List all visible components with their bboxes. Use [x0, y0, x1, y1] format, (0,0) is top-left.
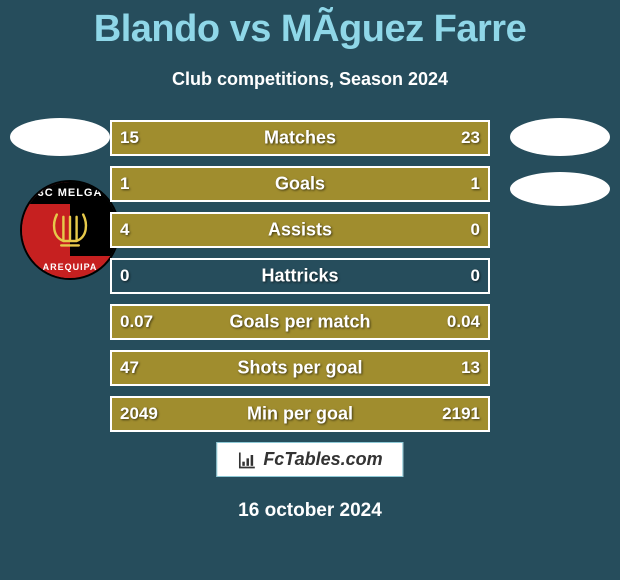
stat-value-left: 15 [120, 128, 139, 148]
stat-label: Goals per match [229, 312, 370, 333]
stat-value-left: 4 [120, 220, 129, 240]
stat-row: 0 0 Hattricks [110, 258, 490, 294]
chart-icon [237, 450, 257, 470]
lyre-icon [48, 208, 92, 252]
stat-row: 2049 2191 Min per goal [110, 396, 490, 432]
player-avatar-left [10, 118, 110, 156]
stat-row: 4 0 Assists [110, 212, 490, 248]
player-avatar-right [510, 118, 610, 156]
stat-value-left: 2049 [120, 404, 158, 424]
bar-fill-left [112, 168, 300, 200]
stat-row: 1 1 Goals [110, 166, 490, 202]
page-title: Blando vs MÃ­guez Farre [0, 0, 620, 51]
stat-value-right: 1 [471, 174, 480, 194]
date-text: 16 october 2024 [0, 500, 620, 522]
stat-value-right: 23 [461, 128, 480, 148]
stat-value-right: 2191 [442, 404, 480, 424]
subtitle: Club competitions, Season 2024 [0, 69, 620, 90]
stat-value-right: 13 [461, 358, 480, 378]
crest-top-text: 3C MELGA [22, 182, 118, 204]
stat-value-right: 0 [471, 220, 480, 240]
stat-label: Hattricks [261, 266, 338, 287]
club-badge-right [510, 172, 610, 206]
stat-label: Goals [275, 174, 325, 195]
stat-value-right: 0 [471, 266, 480, 286]
stat-value-right: 0.04 [447, 312, 480, 332]
stat-label: Shots per goal [237, 358, 362, 379]
stat-label: Matches [264, 128, 336, 149]
stat-value-left: 0.07 [120, 312, 153, 332]
stat-value-left: 0 [120, 266, 129, 286]
bar-fill-right [300, 168, 488, 200]
watermark-text: FcTables.com [263, 449, 382, 470]
watermark: FcTables.com [216, 442, 403, 477]
stat-row: 47 13 Shots per goal [110, 350, 490, 386]
stat-label: Assists [268, 220, 332, 241]
club-crest-left: 3C MELGA AREQUIPA [20, 180, 120, 280]
stat-value-left: 47 [120, 358, 139, 378]
stat-value-left: 1 [120, 174, 129, 194]
comparison-bars: 15 23 Matches 1 1 Goals 4 0 Assists 0 0 Hattricks 0.… [110, 120, 490, 442]
stat-row: 15 23 Matches [110, 120, 490, 156]
stat-row: 0.07 0.04 Goals per match [110, 304, 490, 340]
stat-label: Min per goal [247, 404, 353, 425]
crest-bottom-text: AREQUIPA [22, 256, 118, 278]
